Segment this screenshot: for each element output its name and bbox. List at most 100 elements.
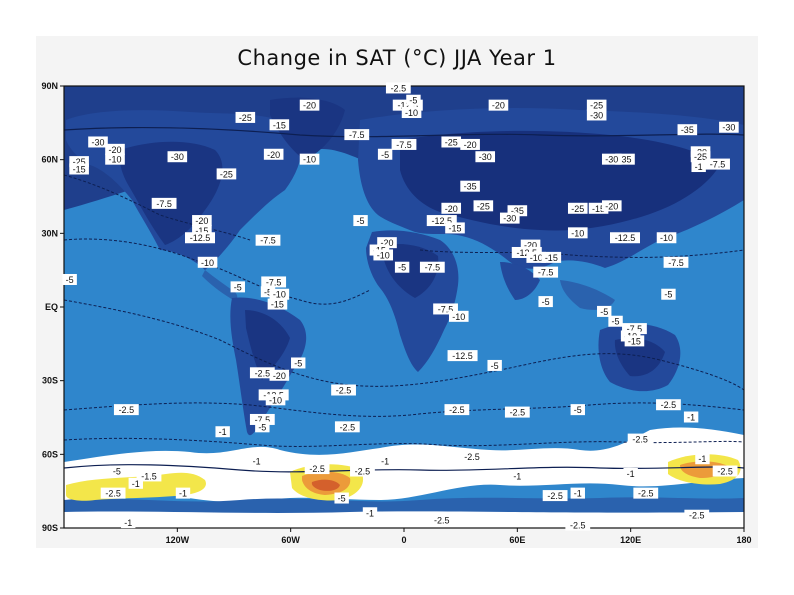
contour-label-text: -5 xyxy=(664,290,672,300)
contour-label-box xyxy=(444,404,470,416)
contour-label: -20 xyxy=(105,143,125,155)
contour-label-box xyxy=(690,151,711,163)
contour-label-text: -1 xyxy=(698,454,706,464)
contour-label-text: -1 xyxy=(132,479,140,489)
contour-label: -1 xyxy=(510,470,525,482)
contour-label: -20 xyxy=(377,237,397,249)
contour-label-text: -1 xyxy=(253,457,261,467)
contour-label-text: -10 xyxy=(452,312,465,322)
contour-label-text: -2.5 xyxy=(717,467,733,477)
contour-label: -1 xyxy=(377,455,393,467)
contour-label: -25 xyxy=(473,200,494,212)
contour-label-text: -7.5 xyxy=(349,130,365,140)
contour-label-box xyxy=(304,463,330,475)
contour-label: -12.5 xyxy=(185,232,215,244)
contour-label-box xyxy=(533,266,559,278)
contour-label: -30 xyxy=(586,109,607,121)
contour-label-box xyxy=(663,256,689,268)
contour-label-box xyxy=(269,369,290,381)
x-tick-label: 120W xyxy=(166,535,190,545)
contour-label-text: -7.5 xyxy=(396,140,412,150)
contour-label: -20 xyxy=(263,148,284,160)
contour-label-text: -10 xyxy=(660,233,673,243)
contour-label: -10 xyxy=(197,256,218,268)
contour-label: -15 xyxy=(192,224,212,236)
contour-label-box xyxy=(526,251,547,263)
contour-label-text: -20 xyxy=(492,101,505,111)
contour-label: -1 xyxy=(249,455,264,467)
y-tick-label: 30S xyxy=(42,376,58,386)
contour-label-box xyxy=(249,455,264,467)
contour-label-box xyxy=(459,450,485,462)
contour-label: -5 xyxy=(230,281,245,293)
contour-label-box xyxy=(406,94,421,106)
contour-label: -30 xyxy=(88,136,108,148)
contour-label: -35 xyxy=(507,205,528,217)
contour-label-box xyxy=(136,470,162,482)
contour-label-text: -7.5 xyxy=(255,415,271,425)
contour-label-text: -1.5 xyxy=(141,471,157,481)
contour-label-box xyxy=(269,119,290,131)
contour-label-box xyxy=(353,215,368,227)
contour-label: -15 xyxy=(267,298,288,310)
contour-label-text: -5 xyxy=(398,263,406,273)
contour-label-text: -2.5 xyxy=(340,422,356,432)
contour-label-text: -2.5 xyxy=(689,511,705,521)
contour-label-box xyxy=(661,288,676,300)
contour-label-box xyxy=(684,509,710,521)
contour-label-box xyxy=(175,487,191,499)
contour-label-box xyxy=(460,180,480,192)
contour-label: -25 xyxy=(586,99,607,111)
contour-label-text: -7.5 xyxy=(260,236,276,246)
contour-label-text: -12.5 xyxy=(432,216,453,226)
contour-label-text: -25 xyxy=(477,201,490,211)
contour-label-box xyxy=(261,276,287,288)
contour-label-text: -7.5 xyxy=(627,324,643,334)
contour-label: -10 xyxy=(567,227,588,239)
contour-label: -20 xyxy=(192,215,212,227)
contour-label: -7.5 xyxy=(663,256,689,268)
contour-label: -35 xyxy=(460,180,480,192)
contour-label: -7.5 xyxy=(391,138,417,150)
contour-label-box xyxy=(565,519,591,531)
contour-label-text: -5 xyxy=(234,282,242,292)
contour-label-box xyxy=(441,136,462,148)
contour-label-box xyxy=(331,384,356,396)
contour-label: -30 xyxy=(499,212,520,224)
contour-label-text: -10 xyxy=(201,258,214,268)
contour-label: -10 xyxy=(265,394,286,406)
contour-label-box xyxy=(615,153,635,165)
contour-label: -25 xyxy=(690,151,711,163)
contour-label: -1 xyxy=(215,426,230,438)
contour-label: -7.5 xyxy=(533,266,559,278)
contour-label-text: -35 xyxy=(511,206,524,216)
contour-label-text: -1 xyxy=(627,469,635,479)
contour-label-box xyxy=(334,421,360,433)
contour-label-box xyxy=(362,507,378,519)
contour-label-box xyxy=(504,406,530,418)
contour-label-text: -7.5 xyxy=(538,268,554,278)
contour-label-text: -2.5 xyxy=(638,489,654,499)
contour-label-text: -2.5 xyxy=(119,405,135,415)
contour-label-box xyxy=(263,148,284,160)
contour-label-text: -25 xyxy=(239,113,252,123)
contour-label-text: -1 xyxy=(219,427,227,437)
contour-label: -5 xyxy=(487,359,502,371)
contour-label: -7.5 xyxy=(433,303,458,315)
contour-label-text: -20 xyxy=(108,145,121,155)
contour-label: -20 xyxy=(269,369,290,381)
contour-label-box xyxy=(192,215,212,227)
contour-label-text: -2.5 xyxy=(255,368,271,378)
contour-label-box xyxy=(394,261,410,273)
contour-label-box xyxy=(267,298,288,310)
contour-label-box xyxy=(460,138,480,150)
contour-label: -7.5 xyxy=(344,129,370,141)
contour-label-box xyxy=(448,310,469,322)
contour-label-text: -12.5 xyxy=(452,351,473,361)
contour-label: -2.5 xyxy=(504,406,530,418)
contour-label-text: -2.5 xyxy=(510,408,526,418)
contour-label: -2.5 xyxy=(113,404,139,416)
contour-label-box xyxy=(445,222,465,234)
contour-label-text: -2.5 xyxy=(391,83,407,93)
